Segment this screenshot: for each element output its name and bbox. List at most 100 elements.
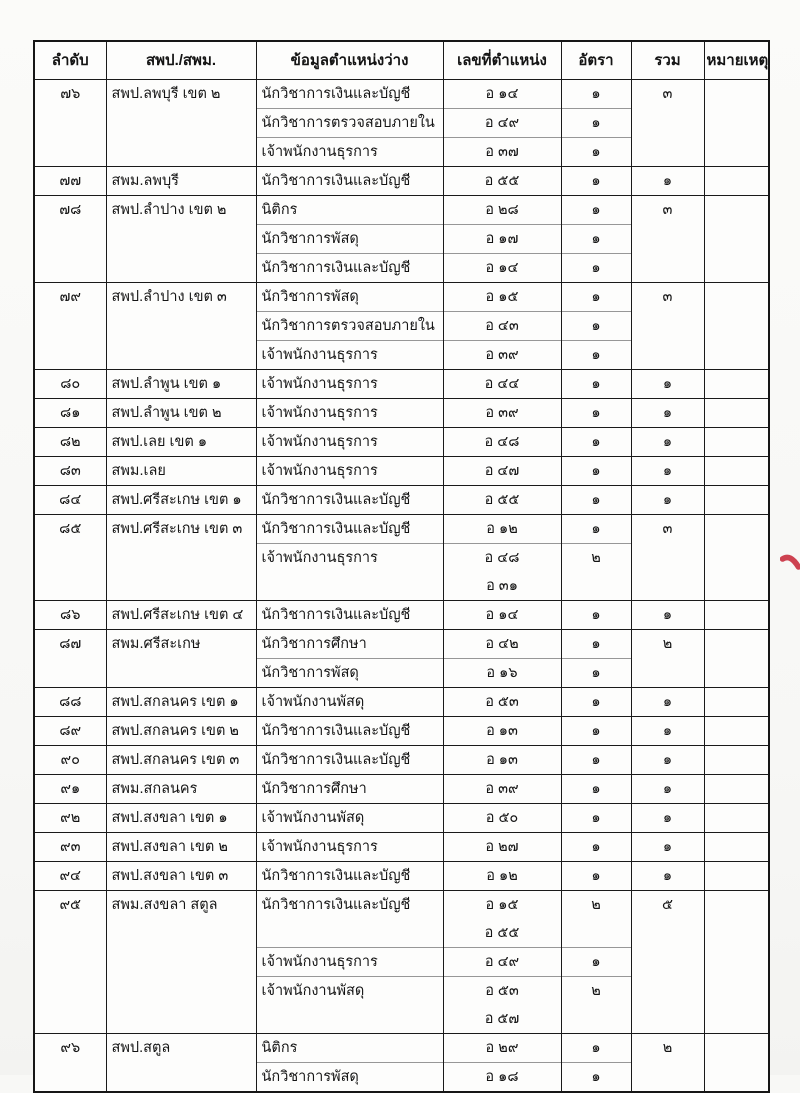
remark-cell xyxy=(703,831,770,861)
remark-cell xyxy=(703,368,770,398)
rate-count: ๑ xyxy=(560,78,632,108)
rate-count: ๑ xyxy=(560,946,632,976)
header-order: ลำดับ xyxy=(33,40,107,80)
total-count: ๑ xyxy=(630,165,705,195)
table-row: เจ้าพนักงานธุรการอ ๔๙๑ xyxy=(34,946,769,976)
position-title: เจ้าพนักงานธุรการ xyxy=(255,136,444,166)
office-name: สพป.สงขลา เขต ๒ xyxy=(105,831,257,861)
rate-count: ๑ xyxy=(560,194,632,224)
table-header: ลำดับ สพป./สพม. ข้อมูลตำแหน่งว่าง เลขที่… xyxy=(33,40,770,80)
rate-count: ๑ xyxy=(560,1061,632,1092)
table-row: ๘๓ สพม.เลย เจ้าพนักงานธุรการอ ๔๗๑๑ xyxy=(33,455,770,485)
rate-count: ๑ xyxy=(560,773,632,803)
position-title: เจ้าพนักงานธุรการ xyxy=(255,831,444,861)
header-rate: อัตรา xyxy=(560,40,632,80)
position-title: นักวิชาการเงินและบัญชี xyxy=(255,744,444,774)
position-number: อ ๑๔ xyxy=(442,599,562,629)
rate-count: ๑ xyxy=(560,715,632,745)
office-name: สพป.สกลนคร เขต ๓ xyxy=(105,744,257,774)
position-title: นิติกร xyxy=(255,1032,444,1062)
position-number: อ ๕๗ xyxy=(442,1004,562,1033)
total-count: ๒ xyxy=(630,628,705,687)
order-number: ๘๘ xyxy=(33,686,107,716)
position-title: เจ้าพนักงานธุรการ xyxy=(255,542,444,600)
header-row: ลำดับ สพป./สพม. ข้อมูลตำแหน่งว่าง เลขที่… xyxy=(33,40,770,80)
rate-count: ๑ xyxy=(560,628,632,658)
total-count: ๑ xyxy=(630,368,705,398)
table-row: ๘๗ สพม.ศรีสะเกษ นักวิชาการศึกษาอ ๔๒๑๒ xyxy=(33,628,770,687)
position-number: อ ๒๘ xyxy=(442,194,562,224)
rate-count: ๑ xyxy=(560,484,632,514)
table-row: ๙๓ สพป.สงขลา เขต ๒เจ้าพนักงานธุรการอ ๒๗๑๑ xyxy=(33,831,770,861)
remark-cell xyxy=(703,1032,770,1092)
position-title: เจ้าพนักงานธุรการ xyxy=(255,368,444,398)
total-count: ๒ xyxy=(630,1032,705,1092)
position-title: เจ้าพนักงานธุรการ xyxy=(255,339,444,369)
order-number: ๘๔ xyxy=(33,484,107,514)
position-number: อ ๓๙ xyxy=(442,773,562,803)
position-title: นักวิชาการเงินและบัญชี xyxy=(255,513,444,543)
remark-cell xyxy=(703,194,770,282)
rate-count: ๑ xyxy=(560,310,632,340)
position-number: อ ๔๙ xyxy=(442,107,562,137)
rate-count: ๑ xyxy=(560,744,632,774)
position-number: อ ๕๕ xyxy=(442,918,562,947)
table-row: ๘๒ สพป.เลย เขต ๑เจ้าพนักงานธุรการอ ๔๘๑๑ xyxy=(33,426,770,456)
office-name: สพม.สกลนคร xyxy=(105,773,257,803)
rate-count: ๒ xyxy=(560,542,632,600)
table-row: ๙๖ สพป.สตูล นิติกรอ ๒๙๑๒ xyxy=(33,1032,770,1092)
order-number: ๗๙ xyxy=(33,281,107,369)
table-row: ๗๙ สพป.ลำปาง เขต ๓นักวิชาการพัสดุอ ๑๕๑๓ xyxy=(33,281,770,369)
header-remark: หมายเหตุ xyxy=(703,40,770,80)
total-count: ๑ xyxy=(630,397,705,427)
order-number: ๗๗ xyxy=(33,165,107,195)
order-number: ๘๒ xyxy=(33,426,107,456)
position-title: นักวิชาการเงินและบัญชี xyxy=(255,484,444,514)
office-name: สพป.ศรีสะเกษ เขต ๓ xyxy=(105,513,257,600)
position-title: นักวิชาการเงินและบัญชี xyxy=(255,860,444,890)
position-title: นักวิชาการพัสดุ xyxy=(255,657,444,687)
remark-cell xyxy=(703,484,770,514)
position-title: นักวิชาการตรวจสอบภายใน xyxy=(255,310,444,340)
rate-count: ๑ xyxy=(560,1032,632,1062)
rate-count: ๑ xyxy=(560,831,632,861)
table-row: เจ้าพนักงานธุรการอ ๓๗๑ xyxy=(34,136,769,166)
table-row: ๙๑ สพม.สกลนคร นักวิชาการศึกษาอ ๓๙๑๑ xyxy=(33,773,770,803)
remark-cell xyxy=(703,513,770,600)
total-count: ๑ xyxy=(630,599,705,629)
total-count: ๑ xyxy=(630,802,705,832)
position-number: อ ๕๕ xyxy=(442,165,562,195)
position-number: อ ๒๗ xyxy=(442,831,562,861)
rate-count: ๑ xyxy=(560,281,632,311)
position-title: นักวิชาการพัสดุ xyxy=(255,1061,444,1092)
position-title: นักวิชาการเงินและบัญชี xyxy=(255,599,444,629)
order-number: ๙๕ xyxy=(33,889,107,1033)
remark-cell xyxy=(703,78,770,166)
order-number: ๗๖ xyxy=(33,78,107,166)
position-title: นักวิชาการพัสดุ xyxy=(255,281,444,311)
position-number: อ ๒๙ xyxy=(442,1032,562,1062)
position-number: อ ๑๗ xyxy=(442,223,562,253)
remark-cell xyxy=(703,802,770,832)
table-row: ๙๔ สพป.สงขลา เขต ๓นักวิชาการเงินและบัญชีอ… xyxy=(33,860,770,890)
position-title: นักวิชาการเงินและบัญชี xyxy=(255,78,444,108)
header-vacancy-info: ข้อมูลตำแหน่งว่าง xyxy=(255,40,444,80)
vacancy-table: ลำดับ สพป./สพม. ข้อมูลตำแหน่งว่าง เลขที่… xyxy=(33,40,770,1093)
position-title: เจ้าพนักงานธุรการ xyxy=(255,397,444,427)
table-row: ๗๖ สพป.ลพบุรี เขต ๒นักวิชาการเงินและบัญชี… xyxy=(33,78,770,166)
office-name: สพป.ลำพูน เขต ๒ xyxy=(105,397,257,427)
rate-count: ๑ xyxy=(560,426,632,456)
order-number: ๙๖ xyxy=(33,1032,107,1092)
total-count: ๑ xyxy=(630,831,705,861)
order-number: ๘๑ xyxy=(33,397,107,427)
position-title: เจ้าพนักงานพัสดุ xyxy=(255,686,444,716)
remark-cell xyxy=(703,165,770,195)
position-number: อ ๓๙ xyxy=(442,397,562,427)
remark-cell xyxy=(703,744,770,774)
table-row: ๙๒ สพป.สงขลา เขต ๑เจ้าพนักงานพัสดุอ ๕๐๑๑ xyxy=(33,802,770,832)
remark-cell xyxy=(703,397,770,427)
remark-cell xyxy=(703,426,770,456)
table-row: ๗๗ สพม.ลพบุรี นักวิชาการเงินและบัญชีอ ๕๕๑๑ xyxy=(33,165,770,195)
total-count: ๑ xyxy=(630,773,705,803)
